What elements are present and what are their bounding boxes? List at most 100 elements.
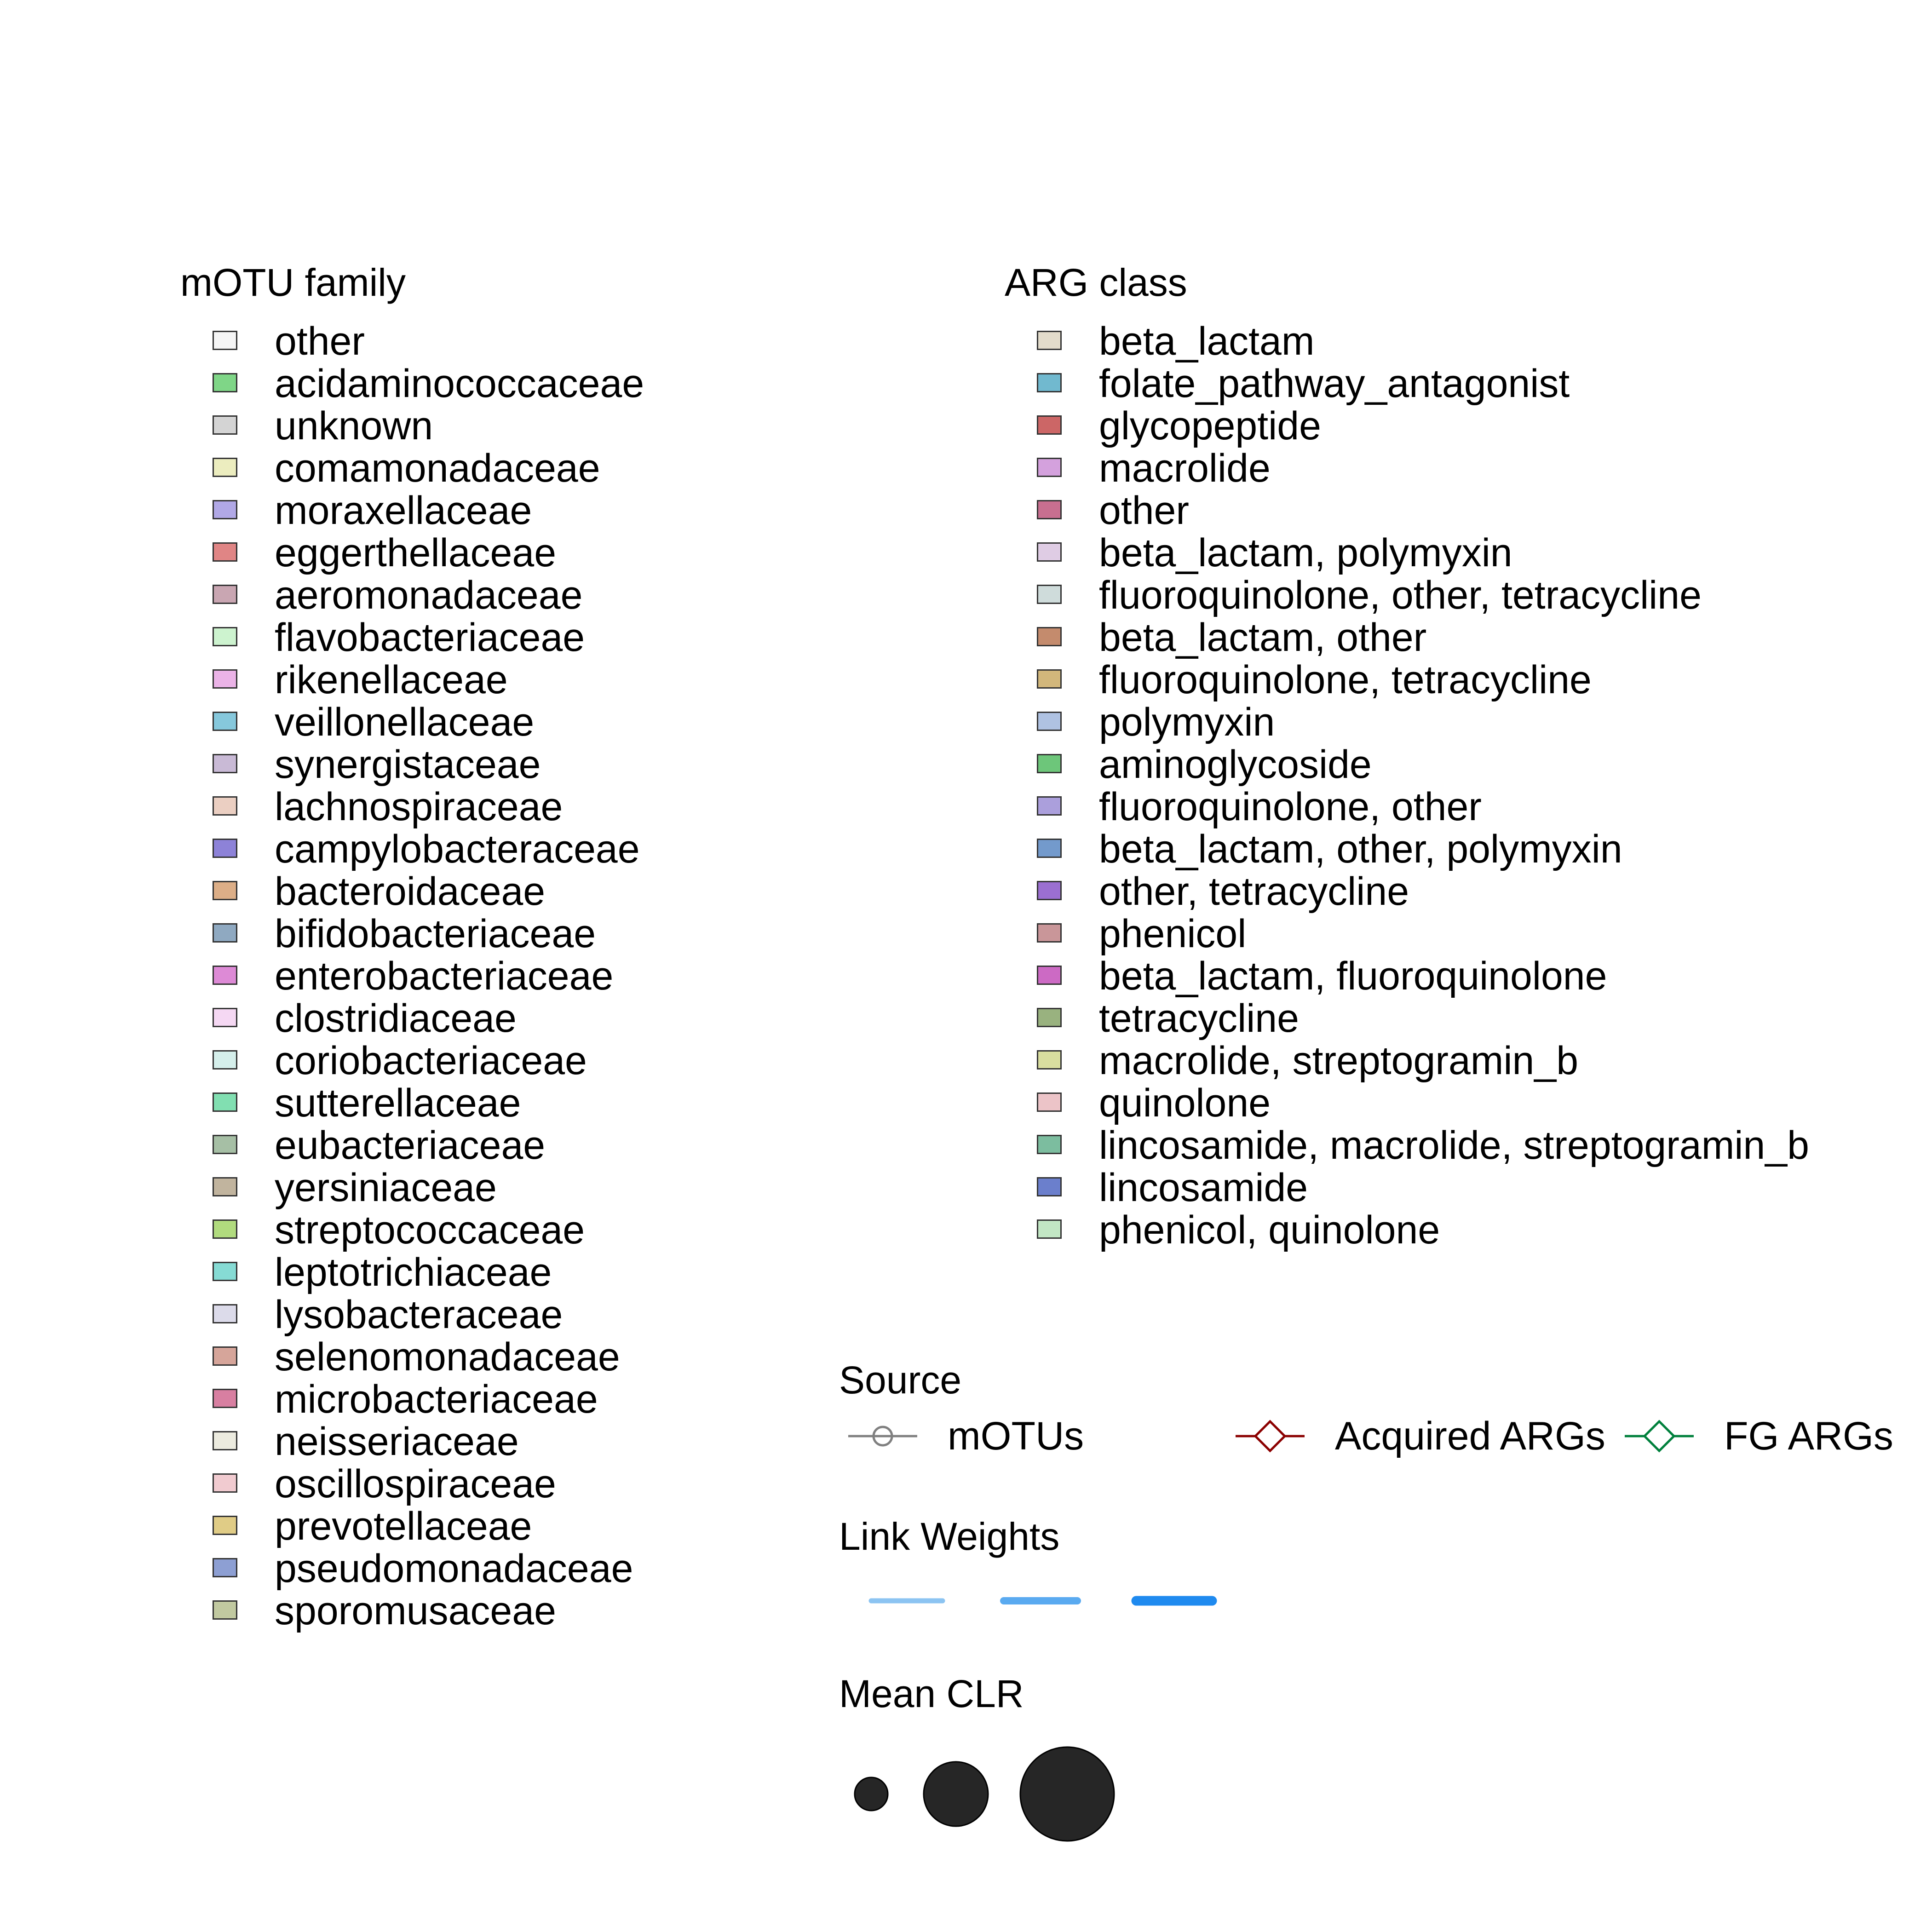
arg-class-swatch xyxy=(1037,1135,1062,1154)
motu-family-label: pseudomonadaceae xyxy=(275,1547,633,1591)
arg-class-swatch xyxy=(1037,458,1062,477)
source-acquired-args-key xyxy=(1236,1420,1305,1453)
motu-family-swatch xyxy=(213,966,237,985)
arg-class-legend-item: beta_lactam, polymyxin xyxy=(1037,532,1911,574)
motu-family-legend-item: oscillospiraceae xyxy=(213,1463,1087,1505)
motu-family-legend-item: leptotrichiaceae xyxy=(213,1251,1087,1294)
motu-family-swatch xyxy=(213,1473,237,1493)
motu-family-label: eubacteriaceae xyxy=(275,1123,546,1167)
link-weights-legend-title: Link Weights xyxy=(839,1515,1060,1558)
motu-family-label: bacteroidaceae xyxy=(275,869,546,914)
arg-class-swatch xyxy=(1037,923,1062,943)
arg-class-legend-item: quinolone xyxy=(1037,1082,1911,1124)
arg-class-swatch xyxy=(1037,1008,1062,1027)
arg-class-legend-item: other, tetracycline xyxy=(1037,870,1911,913)
arg-class-legend-item: other xyxy=(1037,489,1911,532)
arg-class-legend-item: phenicol xyxy=(1037,913,1911,955)
motu-family-legend-item: rikenellaceae xyxy=(213,659,1087,701)
arg-class-label: beta_lactam, other, polymyxin xyxy=(1099,827,1622,871)
motu-family-label: oscillospiraceae xyxy=(275,1462,556,1506)
motu-family-swatch xyxy=(213,1600,237,1620)
arg-class-label: beta_lactam xyxy=(1099,319,1315,363)
motu-family-legend-item: campylobacteraceae xyxy=(213,828,1087,870)
motu-family-swatch xyxy=(213,331,237,350)
motu-family-legend-item: eggerthellaceae xyxy=(213,532,1087,574)
arg-class-label: beta_lactam, fluoroquinolone xyxy=(1099,954,1607,998)
motu-family-label: enterobacteriaceae xyxy=(275,954,614,998)
arg-class-legend-item: fluoroquinolone, other xyxy=(1037,786,1911,828)
motu-family-swatch xyxy=(213,1558,237,1577)
mean-clr-key-circle xyxy=(854,1777,889,1811)
motu-family-label: yersiniaceae xyxy=(275,1166,497,1210)
motu-family-legend-item: unknown xyxy=(213,405,1087,447)
motu-family-label: eggerthellaceae xyxy=(275,531,557,575)
arg-class-swatch xyxy=(1037,712,1062,731)
motu-family-label: campylobacteraceae xyxy=(275,827,640,871)
link-weights-keys xyxy=(868,1596,1217,1606)
motu-family-legend-title: mOTU family xyxy=(180,261,406,304)
arg-class-label: tetracycline xyxy=(1099,996,1299,1041)
motu-family-swatch xyxy=(213,839,237,858)
mean-clr-key-circle xyxy=(923,1761,989,1827)
motu-family-label: veillonellaceae xyxy=(275,700,535,744)
source-legend-title: Source xyxy=(839,1358,962,1402)
motu-family-legend-item: microbacteriaceae xyxy=(213,1378,1087,1420)
source-motus-circle-icon xyxy=(872,1426,893,1447)
motu-family-legend-item: coriobacteriaceae xyxy=(213,1040,1087,1082)
motu-family-swatch xyxy=(213,1135,237,1154)
motu-family-legend-item: acidaminococcaceae xyxy=(213,362,1087,405)
motu-family-legend-item: flavobacteriaceae xyxy=(213,616,1087,659)
motu-family-swatch xyxy=(213,1050,237,1070)
motu-family-label: lysobacteraceae xyxy=(275,1293,563,1337)
arg-class-label: aminoglycoside xyxy=(1099,742,1372,787)
source-acquired-args-label: Acquired ARGs xyxy=(1335,1414,1605,1458)
arg-class-label: beta_lactam, polymyxin xyxy=(1099,531,1512,575)
motu-family-label: leptotrichiaceae xyxy=(275,1250,552,1294)
arg-class-label: quinolone xyxy=(1099,1081,1271,1125)
arg-class-label: fluoroquinolone, other, tetracycline xyxy=(1099,573,1702,617)
motu-family-legend-item: clostridiaceae xyxy=(213,997,1087,1040)
arg-class-swatch xyxy=(1037,966,1062,985)
arg-class-label: phenicol, quinolone xyxy=(1099,1208,1440,1252)
motu-family-label: synergistaceae xyxy=(275,742,541,787)
arg-class-swatch xyxy=(1037,331,1062,350)
motu-family-swatch xyxy=(213,627,237,646)
arg-class-legend-item: glycopeptide xyxy=(1037,405,1911,447)
arg-class-legend-item: polymyxin xyxy=(1037,701,1911,743)
motu-family-label: selenomonadaceae xyxy=(275,1335,620,1379)
motu-family-legend-item: bifidobacteriaceae xyxy=(213,913,1087,955)
motu-family-label: coriobacteriaceae xyxy=(275,1039,587,1083)
motu-family-swatch xyxy=(213,754,237,773)
arg-class-label: phenicol xyxy=(1099,912,1247,956)
motu-family-label: streptococcaceae xyxy=(275,1208,585,1252)
motu-family-legend-item: lysobacteraceae xyxy=(213,1294,1087,1336)
motu-family-label: acidaminococcaceae xyxy=(275,362,644,406)
arg-class-label: lincosamide xyxy=(1099,1166,1308,1210)
source-fg-args-key xyxy=(1625,1420,1694,1453)
arg-class-swatch xyxy=(1037,1177,1062,1196)
arg-class-swatch xyxy=(1037,415,1062,435)
motu-family-swatch xyxy=(213,1092,237,1112)
motu-family-legend-item: moraxellaceae xyxy=(213,489,1087,532)
motu-family-legend-item: enterobacteriaceae xyxy=(213,955,1087,997)
arg-class-legend-item: fluoroquinolone, tetracycline xyxy=(1037,659,1911,701)
motu-family-swatch xyxy=(213,796,237,816)
mean-clr-keys xyxy=(854,1746,1115,1842)
motu-family-label: microbacteriaceae xyxy=(275,1377,598,1421)
motu-family-legend-item: aeromonadaceae xyxy=(213,574,1087,616)
motu-family-swatch xyxy=(213,923,237,943)
arg-class-legend-item: lincosamide xyxy=(1037,1167,1911,1209)
motu-family-label: clostridiaceae xyxy=(275,996,517,1041)
motu-family-label: sutterellaceae xyxy=(275,1081,521,1125)
motu-family-legend-item: synergistaceae xyxy=(213,743,1087,786)
arg-class-legend-item: fluoroquinolone, other, tetracycline xyxy=(1037,574,1911,616)
arg-class-legend-item: lincosamide, macrolide, streptogramin_b xyxy=(1037,1124,1911,1167)
arg-class-label: beta_lactam, other xyxy=(1099,615,1427,660)
motu-family-swatch xyxy=(213,1262,237,1281)
arg-class-legend-item: aminoglycoside xyxy=(1037,743,1911,786)
motu-family-swatch xyxy=(213,669,237,689)
arg-class-legend-item: beta_lactam, other xyxy=(1037,616,1911,659)
motu-family-legend-item: neisseriaceae xyxy=(213,1420,1087,1463)
motu-family-swatch xyxy=(213,1389,237,1408)
motu-family-label: sporomusaceae xyxy=(275,1589,556,1633)
